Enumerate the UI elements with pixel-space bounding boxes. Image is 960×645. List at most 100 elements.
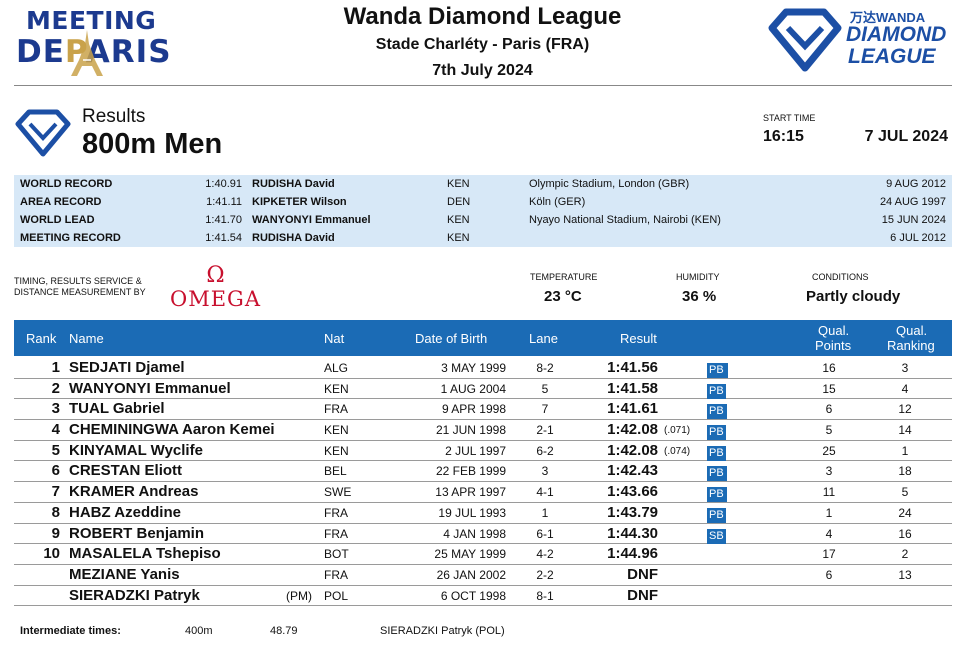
meet-date: 7th July 2024 <box>432 62 533 79</box>
result-cell: DNF <box>627 565 658 583</box>
timing-label-line2: DISTANCE MEASUREMENT BY <box>14 287 146 297</box>
dob-cell: 3 MAY 1999 <box>441 361 506 375</box>
qual-ranking-cell: 4 <box>901 381 909 396</box>
record-venue: Olympic Stadium, London (GBR) <box>529 178 690 190</box>
omega-icon: Ω <box>206 263 225 288</box>
result-cell: 1:42.08 <box>607 421 658 439</box>
lane-cell: 5 <box>541 381 549 396</box>
qual-ranking-cell: 16 <box>898 526 912 541</box>
nationality-cell: BEL <box>324 464 347 479</box>
qual-points-cell: 6 <box>825 402 833 417</box>
athlete-name: HABZ Azeddine <box>69 503 181 521</box>
record-date: 24 AUG 1997 <box>879 196 946 208</box>
qual-points-cell: 6 <box>825 567 833 582</box>
qual-ranking-cell: 5 <box>901 485 909 500</box>
record-time: 1:41.70 <box>205 214 242 226</box>
lane-cell: 6-2 <box>536 443 554 458</box>
table-row: SIERADZKI Patryk (PM) POL 6 OCT 1998 8-1 DNF <box>14 586 952 607</box>
record-nat: DEN <box>447 196 471 208</box>
record-athlete: KIPKETER Wilson <box>252 196 347 208</box>
meet-venue: Stade Charléty - Paris (FRA) <box>375 36 590 53</box>
reaction-tiebreak-cell: (.071) <box>664 425 691 437</box>
conditions-value: Partly cloudy <box>806 288 901 305</box>
qual-ranking-cell: 12 <box>898 402 912 417</box>
record-date: 9 AUG 2012 <box>886 178 946 190</box>
table-row: 4 CHEMININGWA Aaron Kemei KEN 21 JUN 1998 2-… <box>14 420 952 441</box>
athlete-name: CHEMININGWA Aaron Kemei <box>69 421 275 439</box>
table-row: 7 KRAMER Andreas SWE 13 APR 1997 4-1 1:43.66 1… <box>14 482 952 503</box>
lane-cell: 1 <box>541 505 549 520</box>
header-divider <box>14 85 952 86</box>
dob-cell: 1 AUG 2004 <box>440 381 506 396</box>
qual-points-cell: 4 <box>825 526 833 541</box>
table-row: 10 MASALELA Tshepiso BOT 25 MAY 1999 4-2 1:44… <box>14 544 952 565</box>
col-nat: Nat <box>324 331 345 346</box>
diamond-event-icon <box>15 109 71 157</box>
rank-cell: 8 <box>51 503 60 521</box>
record-row: WORLD LEAD 1:41.70 WANYONYI Emmanuel KEN… <box>14 211 952 229</box>
timing-label-line1: TIMING, RESULTS SERVICE & <box>14 276 142 286</box>
record-row: MEETING RECORD 1:41.54 RUDISHA David KEN… <box>14 229 952 247</box>
qual-points-cell: 15 <box>822 381 836 396</box>
col-name: Name <box>69 331 104 346</box>
athlete-name: MASALELA Tshepiso <box>69 545 221 563</box>
qual-ranking-cell: 14 <box>898 423 912 438</box>
athlete-name: SIERADZKI Patryk <box>69 586 200 604</box>
table-row: 1 SEDJATI Djamel ALG 3 MAY 1999 8-2 1:41.56 16… <box>14 358 952 379</box>
meeting-de-paris-logo: MEETING DEPARIS <box>14 4 174 76</box>
temperature-value: 23 °C <box>544 288 582 305</box>
result-cell: 1:41.58 <box>607 379 658 397</box>
record-type: AREA RECORD <box>20 196 102 208</box>
record-time: 1:41.11 <box>206 196 242 208</box>
dob-cell: 22 FEB 1999 <box>435 464 506 479</box>
intermediate-distance: 400m <box>185 625 213 637</box>
qual-ranking-cell: 18 <box>898 464 912 479</box>
col-lane: Lane <box>529 331 558 346</box>
record-date: 15 JUN 2024 <box>881 214 946 226</box>
wanda-text: 万达WANDA <box>850 10 926 25</box>
pacemaker-note: (PM) <box>286 588 312 603</box>
nationality-cell: FRA <box>324 526 348 541</box>
nationality-cell: FRA <box>324 567 348 582</box>
diamond-text: DIAMOND <box>846 23 947 46</box>
table-row: 5 KINYAMAL Wyclife KEN 2 JUL 1997 6-2 1:42.08… <box>14 441 952 462</box>
timing-label: TIMING, RESULTS SERVICE & DISTANCE MEASU… <box>14 276 146 298</box>
table-row: 2 WANYONYI Emmanuel KEN 1 AUG 2004 5 1:41.58 1… <box>14 379 952 400</box>
athlete-name: ROBERT Benjamin <box>69 524 205 542</box>
dob-cell: 21 JUN 1998 <box>435 423 506 438</box>
diamond-icon <box>768 8 842 72</box>
rank-cell: 9 <box>51 524 60 542</box>
result-cell: 1:43.79 <box>607 503 658 521</box>
lane-cell: 2-1 <box>536 423 554 438</box>
qual-points-cell: 17 <box>822 547 836 562</box>
qual-points-cell: 25 <box>822 443 836 458</box>
record-row: AREA RECORD 1:41.11 KIPKETER Wilson DEN … <box>14 193 952 211</box>
lane-cell: 7 <box>541 402 549 417</box>
record-date: 6 JUL 2012 <box>890 232 946 244</box>
logo-line1: MEETING <box>26 6 157 35</box>
qual-points-cell: 1 <box>825 505 833 520</box>
dob-cell: 9 APR 1998 <box>441 402 506 417</box>
rank-cell: 6 <box>51 462 60 480</box>
start-time: 16:15 <box>763 128 804 145</box>
col-result: Result <box>620 331 657 346</box>
league-text: LEAGUE <box>848 45 936 68</box>
start-date: 7 JUL 2024 <box>864 128 948 145</box>
qual-points-cell: 11 <box>822 485 836 500</box>
record-athlete: RUDISHA David <box>252 178 335 190</box>
conditions-label: CONDITIONS <box>812 272 869 282</box>
dob-cell: 26 JAN 2002 <box>436 567 506 582</box>
rank-cell: 5 <box>51 441 60 459</box>
table-row: 8 HABZ Azeddine FRA 19 JUL 1993 1 1:43.79 1 24 P… <box>14 503 952 524</box>
dob-cell: 6 OCT 1998 <box>440 588 506 603</box>
record-badge: PB <box>707 507 726 523</box>
result-cell: 1:43.66 <box>607 483 658 501</box>
meet-title: Wanda Diamond League <box>343 3 622 30</box>
nationality-cell: BOT <box>324 547 349 562</box>
record-time: 1:40.91 <box>205 178 242 190</box>
rank-cell: 10 <box>43 545 60 563</box>
reaction-tiebreak-cell: (.074) <box>664 445 691 457</box>
record-nat: KEN <box>447 214 470 226</box>
dob-cell: 25 MAY 1999 <box>434 547 506 562</box>
